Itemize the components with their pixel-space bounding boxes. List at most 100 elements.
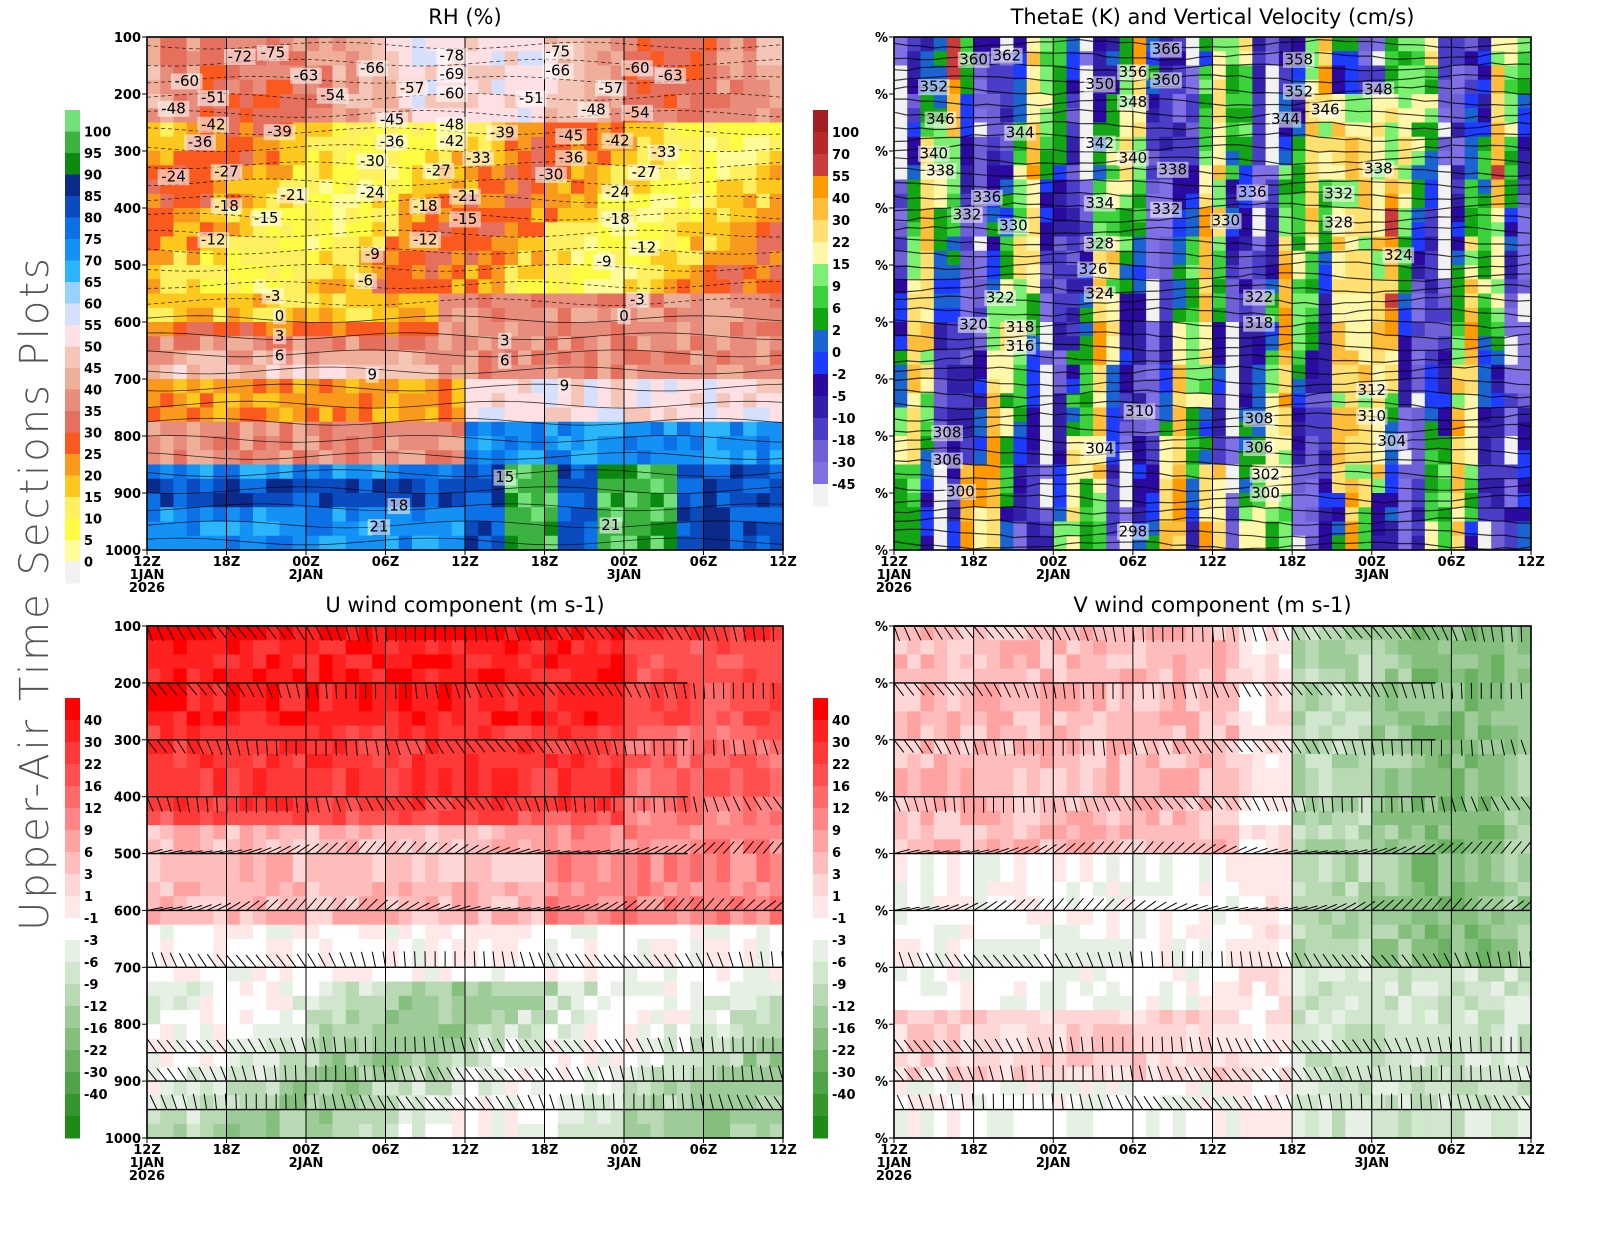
field-cell <box>597 379 612 394</box>
field-cell <box>1039 436 1054 451</box>
field-cell <box>756 350 771 366</box>
field-cell <box>147 953 161 968</box>
field-cell <box>1398 507 1413 523</box>
field-cell <box>213 265 228 280</box>
field-cell <box>907 265 922 280</box>
contour-label: -33 <box>652 143 677 161</box>
field-cell <box>239 640 254 656</box>
field-cell <box>359 1024 373 1040</box>
field-cell <box>372 208 387 223</box>
contour-label: 9 <box>368 366 378 384</box>
field-cell <box>933 179 948 195</box>
field-cell <box>372 436 387 451</box>
field-cell <box>1451 222 1466 238</box>
field-cell <box>557 193 572 209</box>
field-cell <box>1252 336 1267 352</box>
field-cell <box>200 768 214 784</box>
field-cell <box>1053 478 1068 494</box>
field-cell <box>1079 393 1094 409</box>
field-cell <box>491 1010 506 1025</box>
x-tick-label: 06Z <box>372 555 400 570</box>
field-cell <box>147 250 161 266</box>
field-cell <box>1411 179 1426 195</box>
field-cell <box>319 967 334 983</box>
field-cell <box>703 364 718 380</box>
field-cell <box>147 910 161 926</box>
field-cell <box>491 51 506 67</box>
field-cell <box>1039 521 1054 537</box>
field-cell <box>306 436 320 451</box>
field-cell <box>1278 193 1293 209</box>
field-cell <box>716 521 731 537</box>
contour-label: -60 <box>440 85 465 103</box>
field-cell <box>894 222 908 238</box>
contour-label: -48 <box>440 115 465 133</box>
field-cell <box>1358 51 1373 67</box>
field-cell <box>359 754 373 769</box>
contour-label-bg <box>647 144 680 161</box>
field-cell <box>743 250 758 266</box>
field-cell <box>266 250 281 266</box>
field-cell <box>306 825 320 840</box>
field-cell <box>279 967 294 983</box>
field-cell <box>451 654 466 670</box>
field-cell <box>266 421 281 437</box>
field-cell <box>253 825 267 840</box>
field-cell <box>907 535 922 551</box>
field-cell <box>610 279 625 295</box>
field-cell <box>1451 37 1466 52</box>
field-cell <box>425 279 440 295</box>
field-cell <box>894 136 908 152</box>
field-cell <box>306 1081 320 1096</box>
field-cell <box>1199 265 1214 280</box>
field-cell <box>1292 521 1306 537</box>
field-cell <box>359 654 373 670</box>
contour-label: -51 <box>201 89 226 107</box>
field-cell <box>226 421 241 437</box>
field-cell <box>531 293 546 309</box>
field-cell <box>412 322 426 337</box>
field-cell <box>986 136 1001 152</box>
field-cell <box>200 421 214 437</box>
field-cell <box>200 350 214 366</box>
field-cell <box>398 924 413 940</box>
field-cell <box>200 151 214 166</box>
field-cell <box>200 1123 214 1139</box>
field-cell <box>173 810 188 826</box>
field-cell <box>663 322 678 337</box>
field-cell <box>160 250 175 266</box>
field-cell <box>372 336 387 352</box>
field-cell <box>451 967 466 983</box>
field-cell <box>186 450 201 466</box>
field-cell <box>756 151 771 166</box>
field-cell <box>1225 322 1240 337</box>
field-cell <box>147 697 161 712</box>
field-cell <box>1451 65 1466 81</box>
field-cell <box>1385 478 1399 494</box>
field-cell <box>584 421 599 437</box>
field-cell <box>332 307 347 323</box>
field-cell <box>438 507 453 523</box>
field-cell <box>1331 293 1346 309</box>
field-cell <box>279 853 294 869</box>
contour-label-bg <box>272 328 287 345</box>
colorbar-swatch <box>813 176 828 199</box>
field-cell <box>1185 393 1200 409</box>
field-cell <box>239 725 254 741</box>
field-cell <box>1239 37 1253 52</box>
field-cell <box>743 507 758 523</box>
field-cell <box>412 293 426 309</box>
field-cell <box>332 521 347 537</box>
field-cell <box>253 151 267 166</box>
field-cell <box>332 910 347 926</box>
field-cell <box>398 995 413 1011</box>
field-cell <box>319 450 334 466</box>
field-cell <box>160 1024 175 1040</box>
field-cell <box>385 654 400 670</box>
field-cell <box>279 1024 294 1040</box>
field-cell <box>226 924 241 940</box>
field-cell <box>716 94 731 109</box>
field-cell <box>425 953 440 968</box>
field-cell <box>345 782 360 798</box>
field-cell <box>690 151 705 166</box>
